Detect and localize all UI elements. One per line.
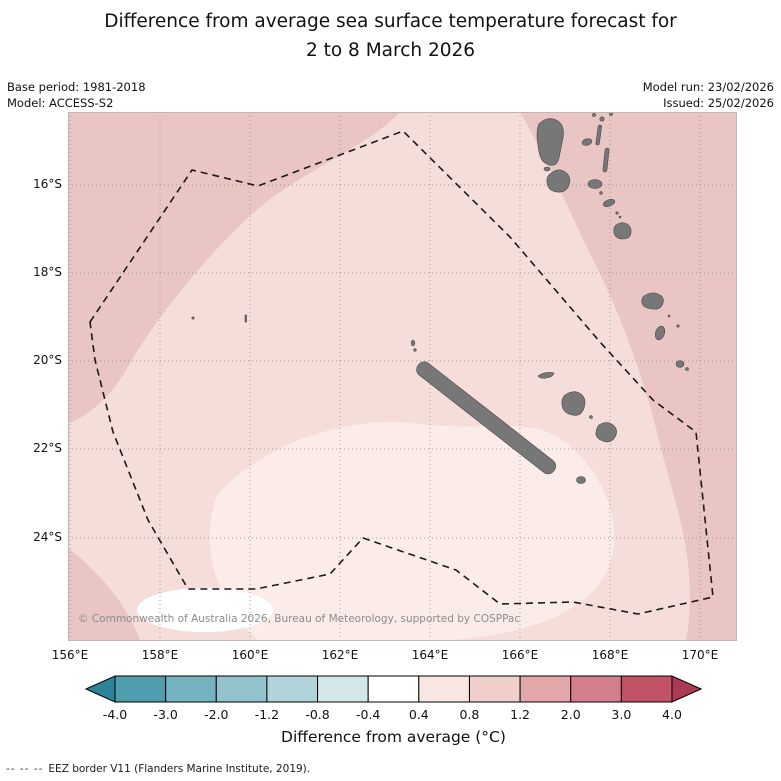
espiritu-santo-island	[536, 118, 564, 166]
anomaly-band-low-center	[209, 421, 615, 641]
colorbar-tick-label: -2.0	[204, 707, 229, 722]
colorbar-arrow-right	[671, 675, 702, 703]
anomaly-band-high-northwest	[68, 112, 400, 424]
page-title: Difference from average sea surface temp…	[0, 8, 781, 65]
tiga-island	[589, 415, 593, 419]
colorbar-segment	[418, 675, 470, 703]
colorbar-segment	[165, 675, 217, 703]
colorbar-tick-label: -1.2	[254, 707, 280, 722]
colorbar-arrow-left	[85, 675, 116, 703]
colorbar-tick-label: 2.0	[560, 707, 581, 722]
malakula-island	[546, 169, 571, 193]
eez-border	[89, 130, 714, 615]
lon-tick-label: 166°E	[501, 648, 539, 662]
colorbar-tick-label: -0.4	[355, 707, 381, 722]
title-line2: 2 to 8 March 2026	[305, 39, 476, 61]
colorbar-segment	[367, 675, 420, 703]
lon-tick-label: 162°E	[321, 648, 359, 662]
lifou-island	[561, 391, 586, 416]
lon-tick-label: 160°E	[231, 648, 269, 662]
colorbar-segment	[317, 675, 369, 703]
colorbar-tick-label: -4.0	[102, 707, 128, 722]
map-panel: © Commonwealth of Australia 2026, Bureau…	[68, 112, 737, 641]
map-canvas	[68, 112, 737, 641]
colorbar-tick-label: 4.0	[662, 707, 682, 722]
ambrym-island	[587, 179, 603, 189]
colorbar	[85, 675, 702, 703]
base-period-label: Base period: 1981-2018	[7, 80, 146, 94]
copyright-note: © Commonwealth of Australia 2026, Bureau…	[78, 613, 521, 625]
epi-island	[602, 199, 616, 207]
aniwa-islet	[667, 314, 671, 318]
lat-tick-label: 16°S	[33, 177, 62, 191]
lon-tick-label: 164°E	[411, 648, 449, 662]
western-islet	[191, 316, 195, 320]
issued-label: Issued: 25/02/2026	[663, 96, 774, 110]
lat-tick-label: 22°S	[33, 441, 62, 455]
lon-tick-label: 156°E	[51, 648, 89, 662]
grande-terre-island	[416, 361, 557, 475]
ouvea-island	[537, 372, 555, 379]
anomaly-band-high-east	[520, 112, 737, 641]
colorbar-tick-label: 3.0	[611, 707, 632, 722]
shepherd-islet	[615, 211, 619, 215]
lopevi-islet	[599, 191, 603, 195]
efate-island	[613, 222, 632, 240]
map-frame	[68, 112, 737, 641]
colorbar-segment	[519, 675, 572, 703]
erromango-island	[641, 292, 664, 310]
western-reef-islet	[244, 314, 247, 323]
colorbar-tick-label: -3.0	[153, 707, 178, 722]
colorbar-tick-label: 1.2	[510, 707, 531, 722]
lon-tick-label: 170°E	[681, 648, 719, 662]
pentecost-island	[602, 147, 610, 173]
lat-tick-label: 24°S	[33, 530, 62, 544]
colorbar-segment	[620, 675, 673, 703]
futuna-islet	[676, 324, 680, 328]
colorbar-tick-label: -0.8	[305, 707, 330, 722]
anomaly-band-zero-patch	[137, 588, 273, 632]
eez-note-text: EEZ border V11 (Flanders Marine Institut…	[48, 763, 311, 775]
banks-island	[599, 116, 605, 122]
lon-tick-label: 168°E	[591, 648, 629, 662]
isle-of-pines	[576, 476, 586, 484]
belep-islands	[410, 339, 416, 347]
belep-islet	[413, 348, 417, 352]
banks-islet	[592, 113, 596, 117]
maewo-island	[595, 124, 602, 146]
eez-footnote: -- -- -- EEZ border V11 (Flanders Marine …	[6, 763, 310, 775]
shepherd-islet-2	[618, 215, 622, 219]
lat-tick-label: 20°S	[33, 353, 62, 367]
anomaly-band-high-southwest	[68, 548, 140, 641]
lat-tick-label: 18°S	[33, 265, 62, 279]
colorbar-tick-label: 0.8	[459, 707, 480, 722]
mare-island	[595, 422, 617, 443]
lon-tick-label: 158°E	[141, 648, 179, 662]
colorbar-ticks: -4.0 -3.0 -2.0 -1.2 -0.8 -0.4 0.4 0.8 1.2 2.0 3.0 4…	[85, 707, 702, 723]
model-label: Model: ACCESS-S2	[7, 96, 114, 110]
colorbar-segment	[215, 675, 268, 703]
land-layer	[191, 112, 689, 484]
malo-island	[543, 166, 551, 172]
colorbar-segment	[570, 675, 622, 703]
model-run-label: Model run: 23/02/2026	[642, 80, 774, 94]
colorbar-segment	[468, 675, 521, 703]
colorbar-tick-label: 0.4	[408, 707, 429, 722]
colorbar-label: Difference from average (°C)	[281, 728, 506, 746]
colorbar-segment	[114, 675, 167, 703]
matthew-hunter-islet	[685, 367, 689, 371]
aneityum-island	[675, 360, 685, 368]
colorbar-segment	[266, 675, 319, 703]
tanna-island	[654, 325, 666, 341]
ambae-island	[581, 138, 593, 146]
title-line1: Difference from average sea surface temp…	[104, 11, 677, 32]
eez-dash-sample: -- -- --	[6, 763, 44, 775]
